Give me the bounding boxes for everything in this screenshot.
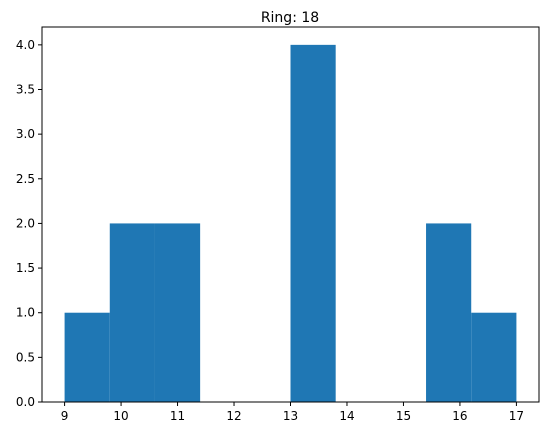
y-tick-label: 3.0: [16, 127, 35, 141]
y-tick-label: 2.0: [16, 216, 35, 230]
x-tick-label: 14: [339, 409, 354, 423]
y-tick-label: 1.0: [16, 306, 35, 320]
histogram-bar: [154, 223, 201, 402]
y-tick-label: 0.0: [16, 395, 35, 409]
x-tick-label: 16: [452, 409, 467, 423]
y-tick-label: 2.5: [16, 172, 35, 186]
x-axis: 9 10 11 12 13 14 15 16 17: [61, 402, 524, 423]
x-tick-label: 9: [61, 409, 69, 423]
y-tick-label: 0.5: [16, 350, 35, 364]
y-tick-label: 3.5: [16, 83, 35, 97]
y-tick-label: 1.5: [16, 261, 35, 275]
histogram-bar: [64, 312, 110, 402]
x-tick-label: 15: [396, 409, 411, 423]
x-tick-label: 12: [226, 409, 241, 423]
y-tick-label: 4.0: [16, 38, 35, 52]
x-tick-label: 11: [170, 409, 185, 423]
histogram-bar: [471, 312, 517, 402]
x-tick-label: 10: [113, 409, 128, 423]
bars-group: [64, 44, 517, 402]
histogram-bar: [109, 223, 155, 402]
histogram-bar: [426, 223, 472, 402]
y-axis: 0.0 0.5 1.0 1.5 2.0 2.5 3.0 3.5 4.0: [16, 38, 42, 409]
histogram-bar: [290, 44, 336, 402]
chart-title: Ring: 18: [261, 10, 319, 26]
x-tick-label: 17: [509, 409, 524, 423]
x-tick-label: 13: [283, 409, 298, 423]
